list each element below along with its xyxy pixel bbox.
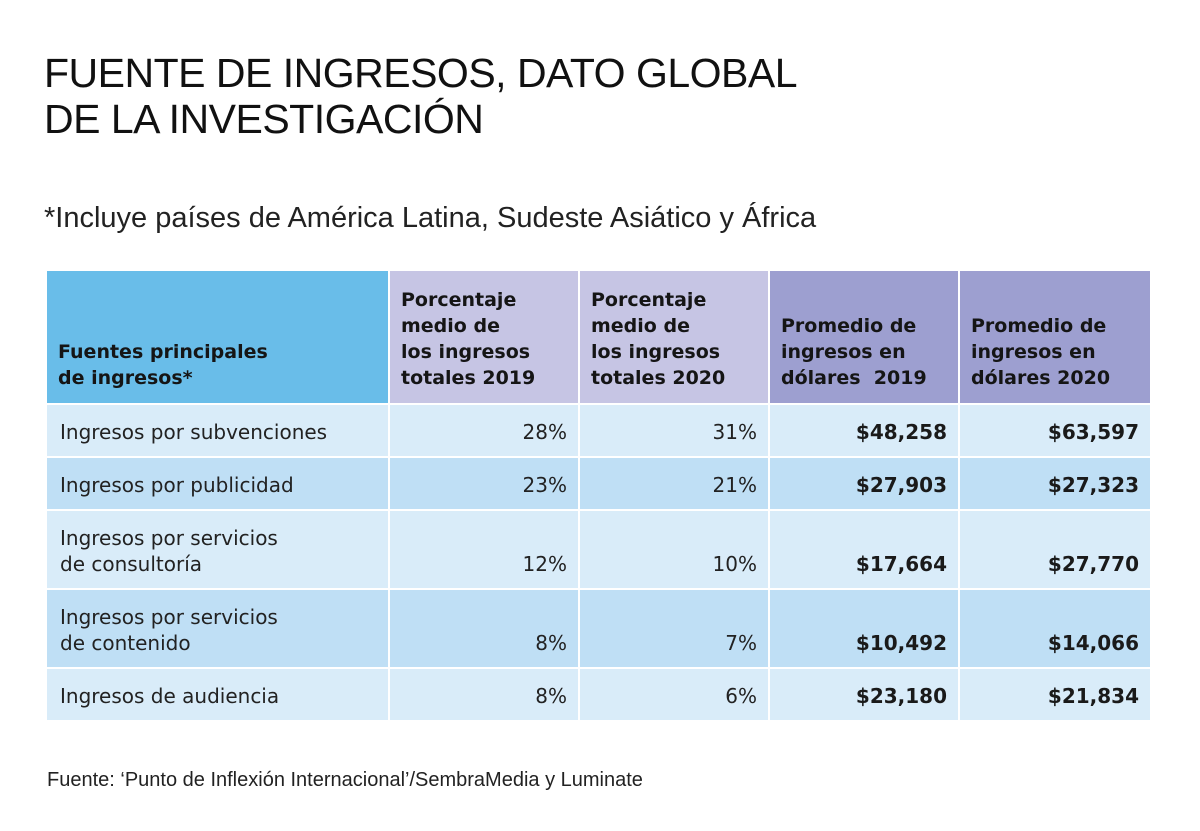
row-source-publicidad: Ingresos por publicidad	[47, 457, 390, 511]
cell-pct-2019: 23%	[389, 457, 580, 511]
source-note: Fuente: ‘Punto de Inflexión Internaciona…	[47, 769, 643, 791]
table-row: Ingresos por servicios de contenido 8% 7…	[47, 589, 1150, 669]
cell-pct-2019: 28%	[389, 404, 580, 458]
row-source-contenido: Ingresos por servicios de contenido	[47, 589, 390, 669]
chart-title: FUENTE DE INGRESOS, DATO GLOBAL DE LA IN…	[44, 50, 798, 142]
header-pct-2020: Porcentaje medio de los ingresos totales…	[579, 271, 770, 405]
income-table: Fuentes principales de ingresos* Porcent…	[47, 271, 1150, 722]
header-sources: Fuentes principales de ingresos*	[47, 271, 390, 405]
header-pct-2019: Porcentaje medio de los ingresos totales…	[389, 271, 580, 405]
chart-subtitle: *Incluye países de América Latina, Sudes…	[44, 202, 817, 234]
row-source-consultoria: Ingresos por servicios de consultoría	[47, 510, 390, 590]
table-row: Ingresos por subvenciones 28% 31% $48,25…	[47, 404, 1150, 458]
cell-pct-2020: 31%	[579, 404, 770, 458]
cell-usd-2020: $14,066	[959, 589, 1150, 669]
cell-usd-2020: $27,770	[959, 510, 1150, 590]
cell-pct-2019: 12%	[389, 510, 580, 590]
header-usd-2019: Promedio de ingresos en dólares 2019	[769, 271, 960, 405]
cell-usd-2019: $48,258	[769, 404, 960, 458]
row-source-audiencia: Ingresos de audiencia	[47, 668, 390, 722]
cell-usd-2020: $21,834	[959, 668, 1150, 722]
cell-usd-2020: $63,597	[959, 404, 1150, 458]
cell-pct-2019: 8%	[389, 589, 580, 669]
cell-pct-2019: 8%	[389, 668, 580, 722]
cell-usd-2019: $17,664	[769, 510, 960, 590]
header-row: Fuentes principales de ingresos* Porcent…	[47, 271, 1150, 405]
cell-usd-2019: $23,180	[769, 668, 960, 722]
cell-usd-2019: $10,492	[769, 589, 960, 669]
table-row: Ingresos de audiencia 8% 6% $23,180 $21,…	[47, 668, 1150, 722]
cell-pct-2020: 10%	[579, 510, 770, 590]
title-line-2: DE LA INVESTIGACIÓN	[44, 96, 484, 142]
cell-pct-2020: 21%	[579, 457, 770, 511]
table-row: Ingresos por servicios de consultoría 12…	[47, 510, 1150, 590]
cell-usd-2020: $27,323	[959, 457, 1150, 511]
cell-pct-2020: 6%	[579, 668, 770, 722]
cell-usd-2019: $27,903	[769, 457, 960, 511]
cell-pct-2020: 7%	[579, 589, 770, 669]
row-source-subvenciones: Ingresos por subvenciones	[47, 404, 390, 458]
table-row: Ingresos por publicidad 23% 21% $27,903 …	[47, 457, 1150, 511]
title-line-1: FUENTE DE INGRESOS, DATO GLOBAL	[44, 50, 798, 96]
header-usd-2020: Promedio de ingresos en dólares 2020	[959, 271, 1150, 405]
